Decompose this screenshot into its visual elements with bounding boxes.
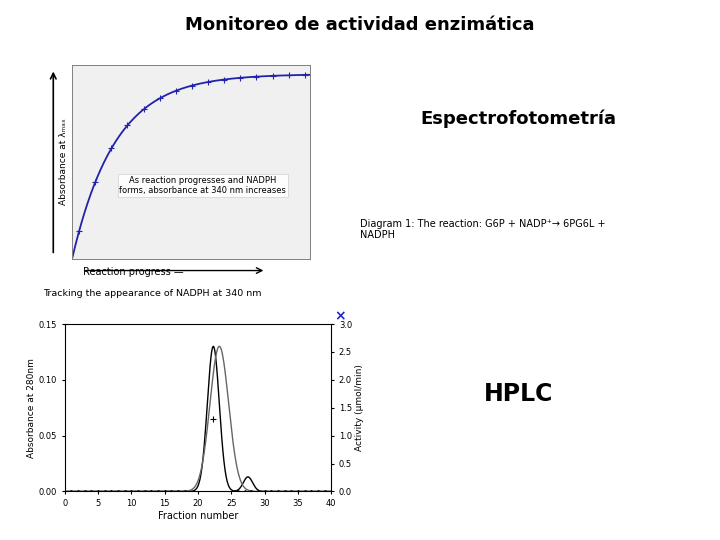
- Text: HPLC: HPLC: [484, 382, 553, 406]
- Text: Tracking the appearance of NADPH at 340 nm: Tracking the appearance of NADPH at 340 …: [43, 289, 261, 298]
- Text: As reaction progresses and NADPH
forms, absorbance at 340 nm increases: As reaction progresses and NADPH forms, …: [120, 176, 286, 195]
- Y-axis label: Activity (μmol/min): Activity (μmol/min): [355, 364, 364, 451]
- Text: Diagram 1: The reaction: G6P + NADP⁺→ 6PG6L +
NADPH: Diagram 1: The reaction: G6P + NADP⁺→ 6P…: [360, 219, 606, 240]
- Text: Espectrofotometría: Espectrofotometría: [420, 110, 616, 128]
- Y-axis label: Absorbance at λₘₐₓ: Absorbance at λₘₐₓ: [59, 119, 68, 205]
- X-axis label: Fraction number: Fraction number: [158, 511, 238, 521]
- Y-axis label: Absorbance at 280nm: Absorbance at 280nm: [27, 358, 36, 457]
- Text: ×: ×: [334, 309, 346, 323]
- Text: Monitoreo de actividad enzimática: Monitoreo de actividad enzimática: [185, 16, 535, 34]
- Text: Reaction progress —: Reaction progress —: [83, 267, 184, 278]
